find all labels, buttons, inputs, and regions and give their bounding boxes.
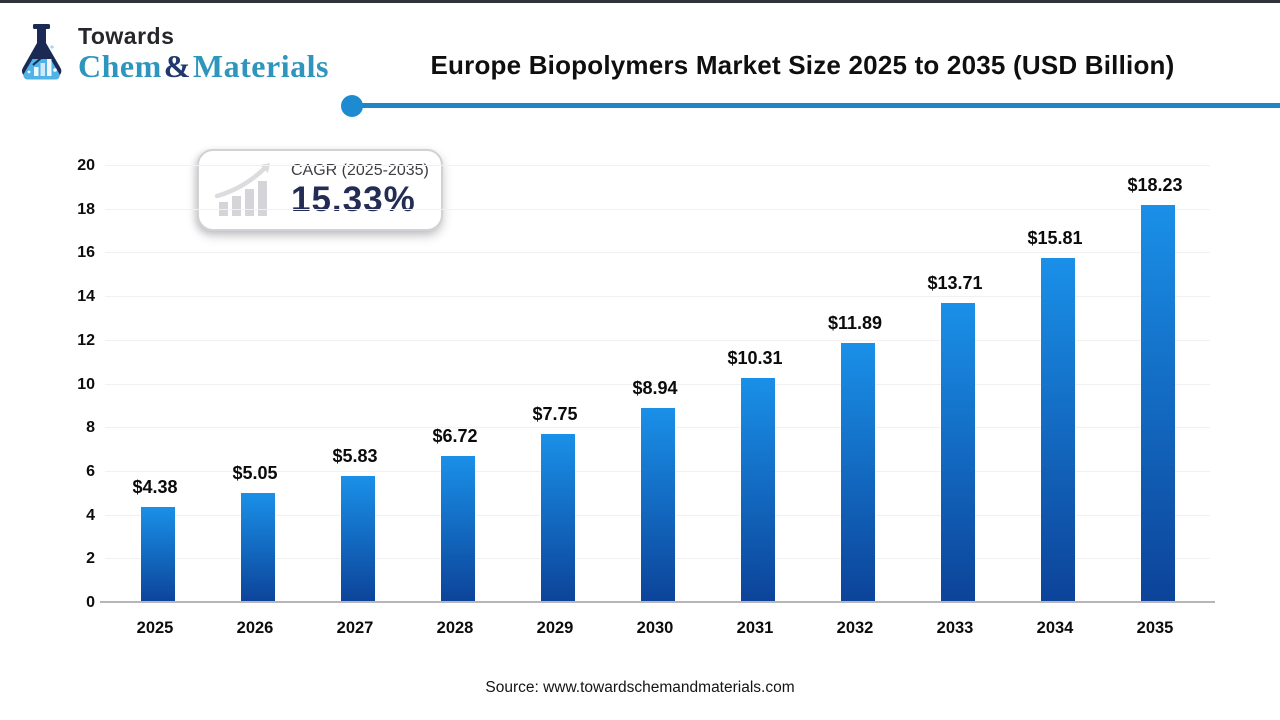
y-axis-tick-label: 18 — [77, 200, 95, 218]
y-axis-tick-label: 4 — [86, 506, 95, 524]
title-divider-dot — [341, 95, 363, 117]
bar-group: $8.94 2030 — [605, 166, 705, 637]
cagr-label: CAGR (2025-2035) — [291, 162, 429, 179]
y-axis-tick-label: 10 — [77, 375, 95, 393]
flask-logo-icon — [21, 24, 62, 80]
x-axis-tick-label: 2026 — [236, 619, 274, 637]
y-axis-tick-label: 20 — [77, 157, 95, 174]
page-title: Europe Biopolymers Market Size 2025 to 2… — [430, 50, 1175, 80]
brand-logo: Towards Chem&Materials — [14, 23, 329, 87]
bar-group: $5.05 2026 — [205, 166, 305, 637]
bar — [841, 343, 875, 603]
x-axis-tick-label: 2035 — [1136, 619, 1174, 637]
bar-group: $18.23 2035 — [1105, 166, 1205, 637]
x-axis-tick-label: 2025 — [136, 619, 174, 637]
bar-value-label: $6.72 — [432, 426, 478, 447]
bar-value-label: $5.83 — [332, 445, 378, 466]
title-divider-line — [352, 103, 1280, 108]
y-axis-tick-label: 2 — [86, 550, 95, 568]
x-axis-tick-label: 2030 — [636, 619, 674, 637]
y-axis: 0 2 4 6 8 10 12 14 16 18 20 — [50, 157, 95, 611]
bar — [441, 456, 475, 603]
bar — [341, 475, 375, 603]
bar — [241, 492, 275, 603]
gridline — [105, 339, 1210, 341]
source-text: Source: www.towardschemandmaterials.com — [485, 679, 795, 696]
bar — [1041, 257, 1075, 603]
cagr-text: CAGR (2025-2035) 15.33% — [291, 161, 429, 219]
bar-group: $11.89 2032 — [805, 166, 905, 637]
bar-group: $5.83 2027 — [305, 166, 405, 637]
y-axis-tick-label: 6 — [86, 462, 95, 480]
y-axis-tick-label: 0 — [86, 594, 95, 611]
cagr-value: 15.33% — [291, 180, 416, 219]
plot-area: $4.38 2025 $5.05 2026 $5.83 2027 $6.72 2028 $7.7… — [105, 165, 1210, 637]
gridline — [105, 383, 1210, 385]
bar — [1141, 204, 1175, 603]
bar — [641, 407, 675, 603]
x-axis-tick-label: 2027 — [336, 619, 374, 637]
bar-value-label: $4.38 — [132, 477, 178, 498]
bar — [141, 507, 175, 603]
y-axis-tick-label: 12 — [77, 331, 95, 349]
bar-group: $7.75 2029 — [505, 166, 605, 637]
x-axis-tick-label: 2029 — [536, 619, 574, 637]
bar-group: $15.81 2034 — [1005, 166, 1105, 637]
x-axis-line — [100, 601, 1215, 603]
x-axis-tick-label: 2034 — [1036, 619, 1074, 637]
gridline — [105, 252, 1210, 254]
bar — [741, 377, 775, 603]
brand-chem-materials: Chem&Materials — [78, 48, 329, 84]
bar-value-label: $10.31 — [727, 347, 783, 368]
x-axis-tick-label: 2033 — [936, 619, 974, 637]
gridline — [105, 296, 1210, 298]
y-axis-tick-label: 8 — [86, 419, 95, 437]
y-axis-tick-label: 16 — [77, 244, 95, 262]
brand-towards: Towards — [78, 23, 175, 49]
bar — [941, 303, 975, 603]
y-axis-tick-label: 14 — [77, 288, 95, 306]
cagr-badge: CAGR (2025-2035) 15.33% — [197, 149, 443, 231]
x-axis-tick-label: 2028 — [436, 619, 474, 637]
brand-text: Towards Chem&Materials — [78, 23, 329, 83]
x-axis-tick-label: 2031 — [736, 619, 774, 637]
bar-value-label: $5.05 — [232, 462, 278, 483]
bar — [541, 433, 575, 603]
bar-value-label: $11.89 — [827, 313, 883, 334]
bar-group: $4.38 2025 — [105, 166, 205, 637]
bar-value-label: $7.75 — [532, 403, 578, 424]
bar-value-label: $8.94 — [632, 377, 678, 398]
gridline — [105, 165, 1210, 166]
x-axis-tick-label: 2032 — [836, 619, 874, 637]
bar-value-label: $15.81 — [1027, 227, 1083, 248]
bar-group: $6.72 2028 — [405, 166, 505, 637]
bar-group: $13.71 2033 — [905, 166, 1005, 637]
gridline — [105, 208, 1210, 210]
bar-value-label: $18.23 — [1127, 174, 1183, 195]
bar-value-label: $13.71 — [927, 273, 983, 294]
bar-group: $10.31 2031 — [705, 166, 805, 637]
